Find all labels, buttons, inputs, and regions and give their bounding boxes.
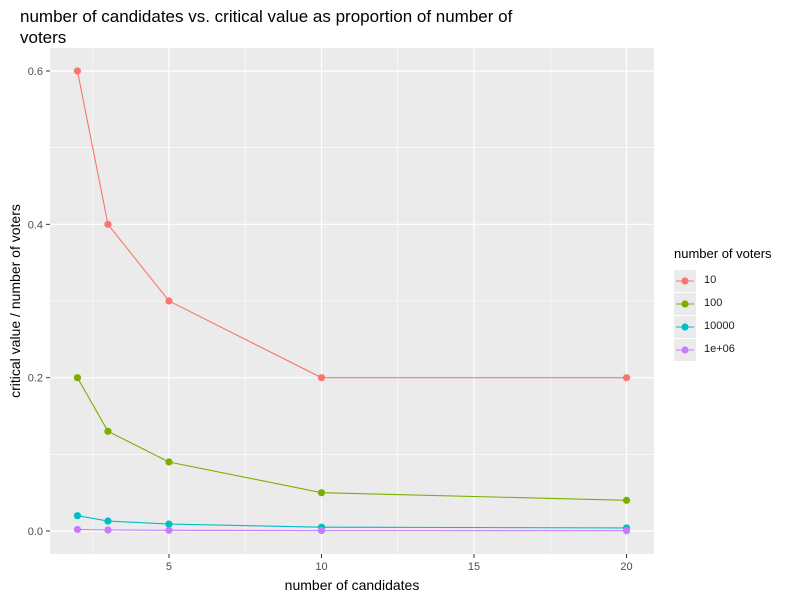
- chart-title: number of candidates vs. critical value …: [20, 7, 513, 47]
- data-point-1e+06: [73, 525, 82, 534]
- legend-label: 100: [704, 297, 723, 309]
- legend-key-point: [681, 346, 689, 354]
- data-point-1e+06: [104, 526, 112, 534]
- data-point-10: [73, 67, 82, 75]
- legend-key-glyph: [676, 346, 694, 354]
- legend-label: 10000: [704, 320, 735, 332]
- legend-title: number of voters: [674, 246, 772, 261]
- y-tick-label: 0.2: [28, 373, 43, 385]
- data-point-100: [165, 458, 173, 466]
- y-axis-ticks: 0.0 0.2 0.4 0.6: [28, 66, 50, 538]
- y-tick-label: 0.0: [28, 526, 43, 538]
- data-point-1e+06: [622, 527, 631, 535]
- legend-item: 10000: [674, 316, 784, 338]
- data-point-10000: [73, 512, 82, 520]
- data-point-10: [165, 297, 173, 305]
- y-tick-label: 0.6: [28, 66, 43, 78]
- legend-label: 10: [704, 274, 717, 286]
- legend-key: [674, 270, 696, 292]
- x-tick-label: 15: [468, 561, 480, 573]
- data-point-100: [104, 427, 112, 435]
- legend-item: 10: [674, 270, 784, 292]
- legend-label: 1e+06: [704, 343, 735, 355]
- legend-key-point: [681, 323, 689, 331]
- data-point-10: [317, 374, 326, 382]
- y-tick-label: 0.4: [28, 219, 43, 231]
- legend-key-point: [681, 300, 689, 308]
- data-point-10000: [104, 517, 112, 525]
- data-point-100: [73, 374, 82, 382]
- data-point-10: [622, 374, 631, 382]
- legend-key: [674, 293, 696, 315]
- legend-key-glyph: [676, 323, 694, 331]
- data-point-1e+06: [317, 527, 326, 535]
- data-point-100: [317, 489, 326, 497]
- data-point-1e+06: [165, 526, 173, 534]
- x-tick-label: 5: [166, 561, 172, 573]
- x-axis-ticks: 5 10 15 20: [166, 554, 633, 573]
- legend-key: [674, 316, 696, 338]
- legend-item: 100: [674, 293, 784, 315]
- x-tick-label: 10: [315, 561, 327, 573]
- data-point-100: [622, 496, 631, 504]
- series-points: [73, 67, 631, 535]
- x-axis-label: number of candidates: [285, 577, 420, 593]
- legend-key-glyph: [676, 300, 694, 308]
- data-point-10000: [165, 520, 173, 528]
- x-tick-label: 20: [620, 561, 632, 573]
- data-point-10: [104, 220, 112, 228]
- y-axis-label: critical value / number of voters: [7, 204, 23, 398]
- grid-minor: [50, 48, 654, 554]
- legend-key-point: [681, 277, 689, 285]
- legend-item: 1e+06: [674, 339, 784, 361]
- legend-key-glyph: [676, 277, 694, 285]
- legend-key: [674, 339, 696, 361]
